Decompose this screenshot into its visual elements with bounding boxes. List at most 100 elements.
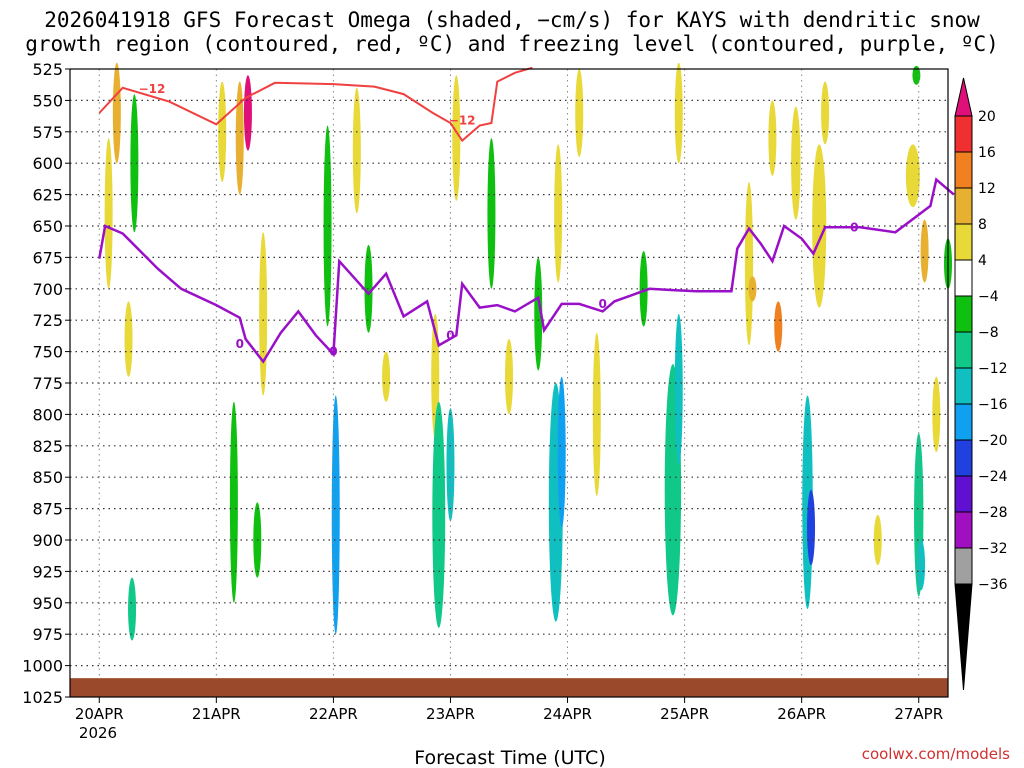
omega-blob-7: [235, 81, 244, 195]
x-tick-label-24APR: 24APR: [543, 705, 592, 723]
colorbar-swatch-8: [954, 367, 973, 405]
freezing-contour-label-2: 0: [446, 328, 454, 342]
omega-blob-0: [112, 62, 121, 164]
y-tick-label-825: 825: [32, 437, 63, 456]
contour-labels: −12 −12 0 0 0 0 0: [139, 82, 859, 359]
omega-blob-45: [920, 219, 929, 283]
colorbar-swatch-6: [954, 295, 973, 333]
colorbar-swatch-7: [954, 331, 973, 369]
dendritic-contour-label-1: −12: [449, 113, 476, 127]
omega-blob-46: [932, 376, 941, 453]
y-tick-label-725: 725: [32, 311, 63, 330]
x-tick-label-22APR: 22APR: [309, 705, 358, 723]
y-tick-label-750: 750: [32, 343, 63, 362]
colorbar-swatch-11: [954, 475, 973, 513]
colorbar-swatch-2: [954, 151, 973, 189]
colorbar-label-9: −20: [978, 433, 1008, 449]
colorbar-label-4: 4: [978, 253, 987, 269]
colorbar-label-12: −32: [978, 541, 1008, 557]
x-year-label: 2026: [79, 724, 117, 742]
x-tick-label-25APR: 25APR: [660, 705, 709, 723]
y-tick-label-675: 675: [32, 248, 63, 267]
y-axis-ticks: 525 550 575 600 625 650 675 700 725 750 775 800 825 8…: [22, 60, 70, 707]
omega-blob-20: [487, 138, 496, 289]
y-tick-label-600: 600: [32, 154, 63, 173]
colorbar-swatch-13: [954, 547, 973, 585]
colorbar-label-13: −36: [978, 577, 1008, 593]
x-tick-label-23APR: 23APR: [426, 705, 475, 723]
colorbar-label-3: 8: [978, 217, 987, 233]
omega-blob-15: [382, 351, 391, 402]
dendritic-contour-label-0: −12: [139, 82, 166, 96]
colorbar-swatch-5: [954, 259, 973, 297]
chart-title-line1: 2026041918 GFS Forecast Omega (shaded, −…: [44, 8, 980, 32]
x-tick-label-27APR: 27APR: [894, 705, 943, 723]
y-tick-label-775: 775: [32, 374, 63, 393]
omega-blob-18: [446, 408, 455, 522]
omega-blob-21: [505, 339, 513, 415]
omega-blob-26: [575, 69, 584, 157]
dendritic-contour-line: [98, 66, 533, 143]
ground-layer: [70, 678, 948, 697]
omega-blob-32: [744, 182, 754, 346]
colorbar-label-10: −24: [978, 469, 1008, 485]
y-tick-label-575: 575: [32, 123, 63, 142]
y-tick-label-975: 975: [32, 625, 63, 644]
colorbar-label-8: −16: [978, 397, 1008, 413]
omega-blob-40: [821, 81, 830, 145]
y-tick-label-950: 950: [32, 594, 63, 613]
colorbar-label-5: −4: [978, 289, 999, 305]
colorbar-swatch-12: [954, 511, 973, 549]
omega-blob-6: [229, 401, 238, 603]
omega-blob-19: [452, 75, 461, 201]
chart-title-line2: growth region (contoured, red, ºC) and f…: [25, 32, 999, 56]
colorbar-label-11: −28: [978, 505, 1008, 521]
freezing-contour-label-4: 0: [850, 220, 858, 234]
omega-blob-41: [873, 514, 882, 566]
omega-blob-25: [554, 144, 563, 283]
colorbar-swatch-9: [954, 403, 973, 441]
colorbar-swatch-1: [954, 115, 973, 153]
omega-blob-3: [124, 301, 133, 377]
y-tick-label-550: 550: [32, 91, 63, 110]
omega-blob-48: [912, 65, 921, 85]
omega-blob-4: [128, 577, 137, 641]
y-tick-label-700: 700: [32, 280, 63, 299]
y-tick-label-925: 925: [32, 562, 63, 581]
colorbar-label-0: 20: [978, 109, 996, 125]
omega-blob-28: [639, 251, 648, 327]
x-axis-label: Forecast Time (UTC): [414, 747, 605, 768]
y-tick-label-625: 625: [32, 186, 63, 205]
y-tick-label-1000: 1000: [22, 657, 63, 676]
dotted-gridlines: [70, 69, 948, 697]
colorbar-swatch-10: [954, 439, 973, 477]
omega-blob-34: [768, 100, 777, 176]
omega-blob-35: [774, 301, 783, 352]
colorbar-swatch-3: [954, 187, 973, 225]
x-tick-label-26APR: 26APR: [777, 705, 826, 723]
omega-blob-2: [130, 94, 139, 233]
freezing-contour-label-0: 0: [236, 337, 244, 351]
freezing-level-contour-line: [98, 177, 955, 364]
y-tick-label-650: 650: [32, 217, 63, 236]
omega-blob-24: [557, 376, 566, 528]
y-tick-label-1025: 1025: [22, 688, 63, 707]
omega-blob-17: [432, 401, 446, 628]
freezing-contour-label-3: 0: [598, 297, 606, 311]
omega-blob-22: [534, 257, 543, 371]
omega-blob-8: [243, 75, 252, 151]
omega-blob-11: [323, 125, 332, 327]
omega-blob-14: [364, 244, 373, 333]
x-axis-ticks: 20APR 21APR 22APR 23APR 24APR 25APR 26APR 27APR: [75, 697, 943, 723]
omega-blob-38: [807, 489, 816, 566]
omega-blob-27: [592, 332, 601, 497]
omega-blob-43: [917, 540, 926, 591]
colorbar-label-7: −12: [978, 361, 1008, 377]
y-tick-label-525: 525: [32, 60, 63, 79]
x-tick-label-20APR: 20APR: [75, 705, 124, 723]
credit-text: coolwx.com/models: [862, 745, 1010, 763]
omega-blob-5: [218, 81, 227, 183]
omega-blob-31: [674, 62, 683, 164]
y-tick-label-800: 800: [32, 405, 63, 424]
